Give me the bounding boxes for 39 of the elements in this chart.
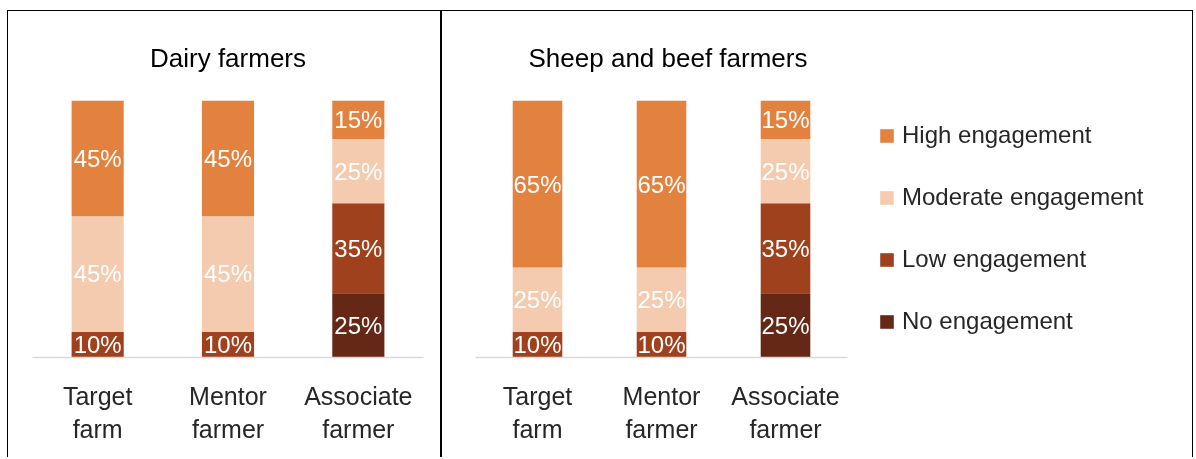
bar (332, 203, 385, 294)
data-label: 25% (334, 311, 383, 339)
chart-title: Dairy farmers (149, 42, 307, 73)
legend-label: Moderate engagement (902, 183, 1144, 211)
data-label: 65% (513, 170, 562, 198)
legend-label: High engagement (902, 121, 1092, 149)
data-label: 15% (761, 106, 810, 134)
bar (201, 216, 255, 332)
data-label: 25% (334, 157, 383, 185)
data-label: 10% (637, 331, 686, 359)
x-tick-label: Target farm (502, 381, 573, 444)
chart-title: Sheep and beef farmers (528, 42, 808, 73)
bar (71, 216, 124, 332)
data-label: 10% (513, 331, 562, 359)
data-label: 25% (761, 311, 810, 339)
data-label: 45% (203, 144, 253, 172)
legend-label: Low engagement (902, 245, 1087, 273)
x-tick-label: Associate farmer (731, 381, 840, 444)
bar (636, 100, 687, 268)
data-label: 10% (203, 331, 253, 359)
bar (71, 100, 124, 217)
data-label: 25% (637, 286, 686, 314)
data-label: 25% (761, 157, 810, 185)
data-label: 65% (637, 170, 686, 198)
data-label: 35% (334, 234, 383, 262)
x-tick-label: Associate farmer (304, 381, 413, 444)
data-label: 45% (73, 144, 122, 172)
legend-label: No engagement (902, 307, 1073, 335)
data-label: 45% (203, 260, 253, 288)
bar (512, 100, 563, 268)
x-tick-label: Mentor farmer (622, 381, 701, 444)
data-label: 25% (513, 286, 562, 314)
bar (201, 100, 255, 217)
data-label: 45% (73, 260, 122, 288)
data-label: 15% (334, 106, 383, 134)
x-tick-label: Mentor farmer (189, 381, 267, 444)
data-label: 35% (761, 234, 810, 262)
x-tick-label: Target farm (62, 381, 133, 444)
data-label: 10% (73, 331, 122, 359)
